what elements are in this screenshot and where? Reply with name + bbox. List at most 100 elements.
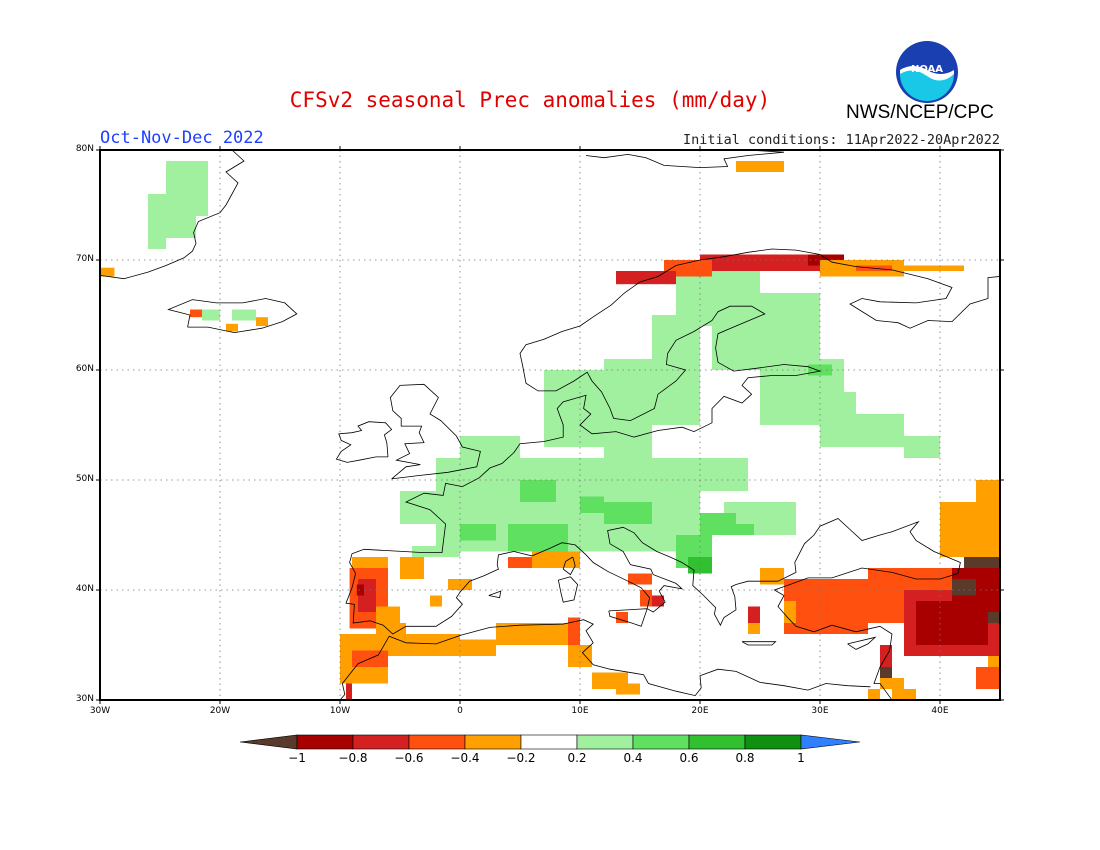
anomaly-cell — [148, 194, 166, 249]
anomaly-cell — [508, 557, 532, 568]
longitude-label: 30W — [89, 706, 111, 716]
coastline — [585, 149, 785, 169]
axis-ticks — [96, 146, 1004, 704]
anomaly-cell — [616, 612, 628, 623]
colorbar-tick-label: −0.8 — [338, 751, 368, 765]
initial-conditions-label: Initial conditions: 11Apr2022-20Apr2022 — [683, 132, 1000, 148]
anomaly-cell — [700, 458, 748, 491]
anomaly-cell — [508, 524, 568, 552]
anomaly-cell — [988, 656, 1000, 667]
anomaly-cell — [628, 573, 652, 585]
anomaly-cell — [388, 634, 460, 656]
anomaly-cell — [736, 161, 784, 172]
anomaly-cell — [700, 513, 736, 535]
anomaly-cell — [904, 265, 964, 271]
anomaly-cell — [400, 557, 424, 579]
anomaly-cell — [652, 595, 664, 607]
anomaly-cell — [748, 623, 760, 634]
colorbar-tick-label: 0.6 — [679, 751, 699, 765]
coastlines — [99, 149, 1001, 701]
colorbar-arrow-right — [800, 734, 861, 750]
longitude-label: 20E — [691, 706, 709, 716]
anomaly-cell — [604, 502, 652, 524]
anomaly-cell — [760, 568, 784, 585]
anomaly-cell — [904, 436, 940, 458]
anomaly-cell — [460, 639, 496, 656]
anomaly-cell — [356, 584, 364, 596]
noaa-logo: NOAA — [896, 41, 958, 103]
longitude-label: 10W — [329, 706, 351, 716]
colorbar-tick-label: 1 — [797, 751, 805, 765]
anomaly-cell — [568, 617, 580, 645]
coastline — [339, 619, 871, 701]
latitude-label: 70N — [75, 254, 94, 264]
anomaly-cell — [100, 267, 115, 277]
colorbar-tick-label: −0.6 — [394, 751, 424, 765]
svg-text:NOAA: NOAA — [911, 64, 943, 75]
anomaly-cell — [688, 557, 712, 574]
colorbar-segment — [296, 734, 354, 750]
season-label: Oct-Nov-Dec 2022 — [100, 128, 264, 148]
colorbar-segment — [464, 734, 522, 750]
colorbar-segment — [744, 734, 802, 750]
colorbar-tick-label: −1 — [288, 751, 306, 765]
latitude-label: 30N — [75, 694, 94, 704]
anomaly-cell — [952, 579, 976, 596]
anomaly-cell — [232, 309, 256, 321]
latitude-label: 40N — [75, 584, 94, 594]
colorbar-tick-label: −0.2 — [506, 751, 536, 765]
coastline-greenland — [99, 149, 245, 280]
colorbar-tick-label: 0.2 — [567, 751, 587, 765]
anomaly-cell — [976, 480, 1000, 513]
anomaly-cell — [700, 254, 832, 271]
coastline — [847, 636, 877, 650]
latitude-label: 50N — [75, 474, 94, 484]
anomaly-cell — [784, 601, 796, 623]
colorbar-tick-label: −0.4 — [450, 751, 480, 765]
anomaly-cell — [352, 557, 388, 568]
coastline — [167, 298, 298, 334]
anomaly-cell — [256, 317, 268, 326]
coastline — [741, 641, 777, 646]
map-frame — [99, 149, 1001, 701]
anomaly-cell — [940, 645, 976, 656]
anomaly-shading — [100, 161, 1000, 700]
anomaly-cell — [202, 309, 220, 321]
coastline — [557, 576, 579, 603]
anomaly-cell — [184, 161, 208, 216]
anomaly-cell — [640, 590, 652, 607]
longitude-label: 0 — [457, 706, 463, 716]
colorbar-tick-label: 0.4 — [623, 751, 643, 765]
anomaly-cell — [388, 623, 406, 634]
anomaly-cell — [616, 683, 640, 695]
anomaly-cell — [412, 546, 460, 557]
agency-label: NWS/NCEP/CPC — [846, 102, 994, 123]
colorbar-segment — [576, 734, 634, 750]
coastline — [608, 608, 648, 627]
anomaly-cell — [496, 623, 568, 645]
anomaly-cell — [346, 683, 352, 700]
anomaly-cell — [580, 496, 604, 513]
anomaly-cell — [532, 551, 580, 568]
anomaly-cell — [868, 689, 880, 700]
anomaly-cell — [748, 606, 760, 623]
anomaly-cell — [430, 595, 442, 607]
coastline — [562, 556, 576, 576]
anomaly-cell — [988, 612, 1000, 623]
colorbar-tick-label: 0.8 — [735, 751, 755, 765]
anomaly-cell — [460, 436, 520, 469]
coastline — [345, 248, 1001, 701]
anomaly-cell — [190, 309, 202, 318]
longitude-label: 20W — [209, 706, 231, 716]
latitude-label: 80N — [75, 144, 94, 154]
anomaly-cell — [880, 678, 904, 689]
anomaly-cell — [820, 414, 904, 447]
longitude-label: 40E — [931, 706, 949, 716]
anomaly-cell — [226, 323, 238, 332]
anomaly-cell — [892, 689, 916, 700]
latitude-label: 60N — [75, 364, 94, 374]
anomaly-cell — [652, 315, 700, 425]
anomaly-cell — [880, 667, 892, 678]
anomaly-cell — [736, 524, 754, 535]
